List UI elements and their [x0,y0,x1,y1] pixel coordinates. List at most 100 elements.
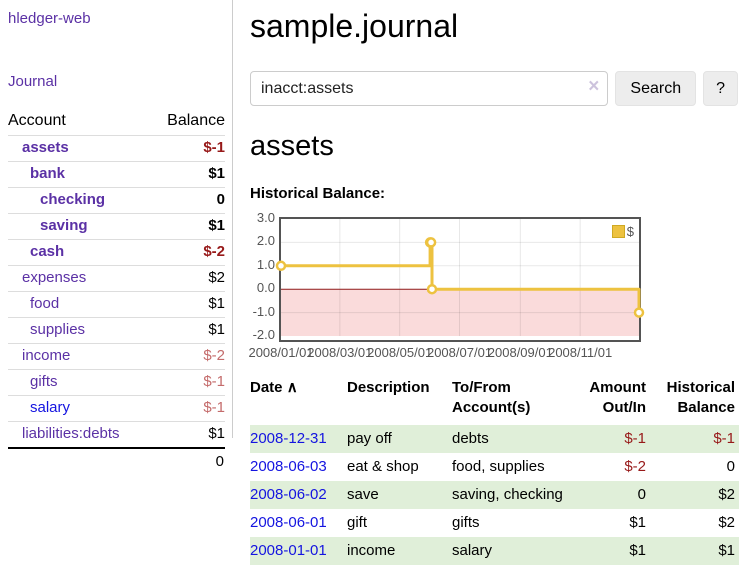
account-heading: assets [250,130,334,162]
brand-link[interactable]: hledger-web [8,10,91,27]
transaction-date-link[interactable]: 2008-12-31 [250,430,327,447]
register-column-header: To/From Account(s) [452,376,577,425]
accounts-cell: saving, checking [452,486,563,503]
amount-cell: $-2 [624,458,646,475]
sidebar-account-balance: $1 [208,295,225,312]
sidebar-account-link[interactable]: assets [22,139,69,156]
sidebar-account-link[interactable]: salary [30,399,71,416]
amount-cell: $-1 [624,430,646,447]
amount-cell: $1 [629,514,646,531]
accounts-cell: salary [452,542,493,559]
description-cell: income [347,542,396,559]
accounts-table-header: Account Balance [8,106,225,135]
register-column-header[interactable]: Date ∧ [250,376,347,425]
search-box: × [250,71,609,106]
register-table: Date ∧ Description To/From Account(s) Amount… [250,376,739,565]
column-header-line: Amount [589,379,646,396]
sidebar-account-row: liabilities:debts $1 [8,421,225,447]
legend-swatch-icon [611,225,625,238]
data-point-marker [275,260,287,272]
date-cell: 2008-01-01 [250,537,347,565]
accounts-cell: gifts [452,514,480,531]
chart-legend: $ [610,223,635,240]
transaction-date-link[interactable]: 2008-06-02 [250,486,327,503]
data-point-marker [426,283,438,295]
sidebar-account-row: salary $-1 [8,395,225,421]
sidebar-account-link[interactable]: gifts [30,373,58,390]
data-point-marker [425,237,437,248]
column-header-line: Out/In [602,399,646,416]
accounts-header-account: Account [8,112,66,129]
transaction-date-link[interactable]: 2008-06-01 [250,514,327,531]
column-header-line: Account(s) [452,399,531,416]
x-axis-tick-label: 2008/03/01 [307,345,373,360]
transaction-date-link[interactable]: 2008-06-03 [250,458,327,475]
sidebar-account-link[interactable]: checking [40,191,106,208]
sidebar: hledger-web Journal Account Balance asse… [0,0,233,470]
balance-cell: $2 [718,514,735,531]
column-header-line: Historical [666,379,735,396]
register-row: 2008-06-03 eat & shop food, supplies $-2 0 [250,453,739,481]
sidebar-account-link[interactable]: liabilities:debts [22,425,120,442]
chart-title: Historical Balance: [250,185,386,202]
column-header-line: Date ∧ [250,379,298,396]
sort-asc-icon: ∧ [286,379,298,396]
sidebar-account-balance: $-1 [203,399,225,416]
sidebar-account-link[interactable]: bank [30,165,66,182]
description-cell: gift [347,514,368,531]
sidebar-account-link[interactable]: food [30,295,60,312]
sidebar-account-balance: $-2 [203,243,225,260]
data-point-marker [633,307,645,318]
chart-plot-area: $ [275,217,645,342]
sidebar-account-link[interactable]: expenses [22,269,87,286]
y-axis-tick-label: 0.0 [256,280,275,296]
amount-cell: 0 [637,486,646,503]
sidebar-account-balance: $1 [208,217,225,234]
sidebar-account-balance: $-1 [203,373,225,390]
sidebar-account-balance: $1 [208,165,225,182]
sidebar-account-row: assets $-1 [8,135,225,161]
register-row: 2008-06-01 gift gifts $1 $2 [250,509,739,537]
sidebar-account-balance: $-1 [203,139,225,156]
date-cell: 2008-12-31 [250,425,347,453]
help-button[interactable]: ? [703,71,738,106]
y-axis-tick-label: -2.0 [252,327,275,342]
y-axis-tick-label: 3.0 [256,210,275,225]
sidebar-account-row: expenses $2 [8,265,225,291]
register-row: 2008-01-01 income salary $1 $1 [250,537,739,565]
balance-cell: $1 [718,542,735,559]
sidebar-account-link[interactable]: cash [30,243,65,260]
clear-search-icon[interactable]: × [588,76,600,97]
sidebar-account-row: saving $1 [8,213,225,239]
register-row: 2008-12-31 pay off debts $-1 $-1 [250,425,739,453]
description-cell: save [347,486,379,503]
balance-cell: $-1 [713,430,735,447]
x-axis-tick-label: 2008/09/01 [487,345,553,360]
page-title: sample.journal [250,8,459,44]
description-cell: pay off [347,430,392,447]
sidebar-account-balance: 0 [216,191,225,208]
sidebar-account-link[interactable]: saving [40,217,88,234]
sidebar-account-row: income $-2 [8,343,225,369]
sidebar-account-row: food $1 [8,291,225,317]
y-axis-tick-label: 2.0 [256,233,275,249]
x-axis-tick-label: 2008/11/01 [548,345,613,360]
search-input[interactable] [250,71,609,106]
amount-cell: $1 [629,542,646,559]
transaction-date-link[interactable]: 2008-01-01 [250,542,327,559]
column-header-line: Description [347,379,430,396]
sidebar-account-row: cash $-2 [8,239,225,265]
sidebar-account-row: supplies $1 [8,317,225,343]
sidebar-account-row: bank $1 [8,161,225,187]
description-cell: eat & shop [347,458,419,475]
sidebar-account-row: gifts $-1 [8,369,225,395]
nav-journal-link[interactable]: Journal [8,73,58,90]
sidebar-account-link[interactable]: supplies [30,321,86,338]
search-button[interactable]: Search [615,71,697,106]
date-cell: 2008-06-02 [250,481,347,509]
accounts-cell: food, supplies [452,458,545,475]
sidebar-divider [232,0,233,438]
sidebar-account-link[interactable]: income [22,347,71,364]
column-header-line: To/From [452,379,511,396]
sidebar-account-row: checking 0 [8,187,225,213]
